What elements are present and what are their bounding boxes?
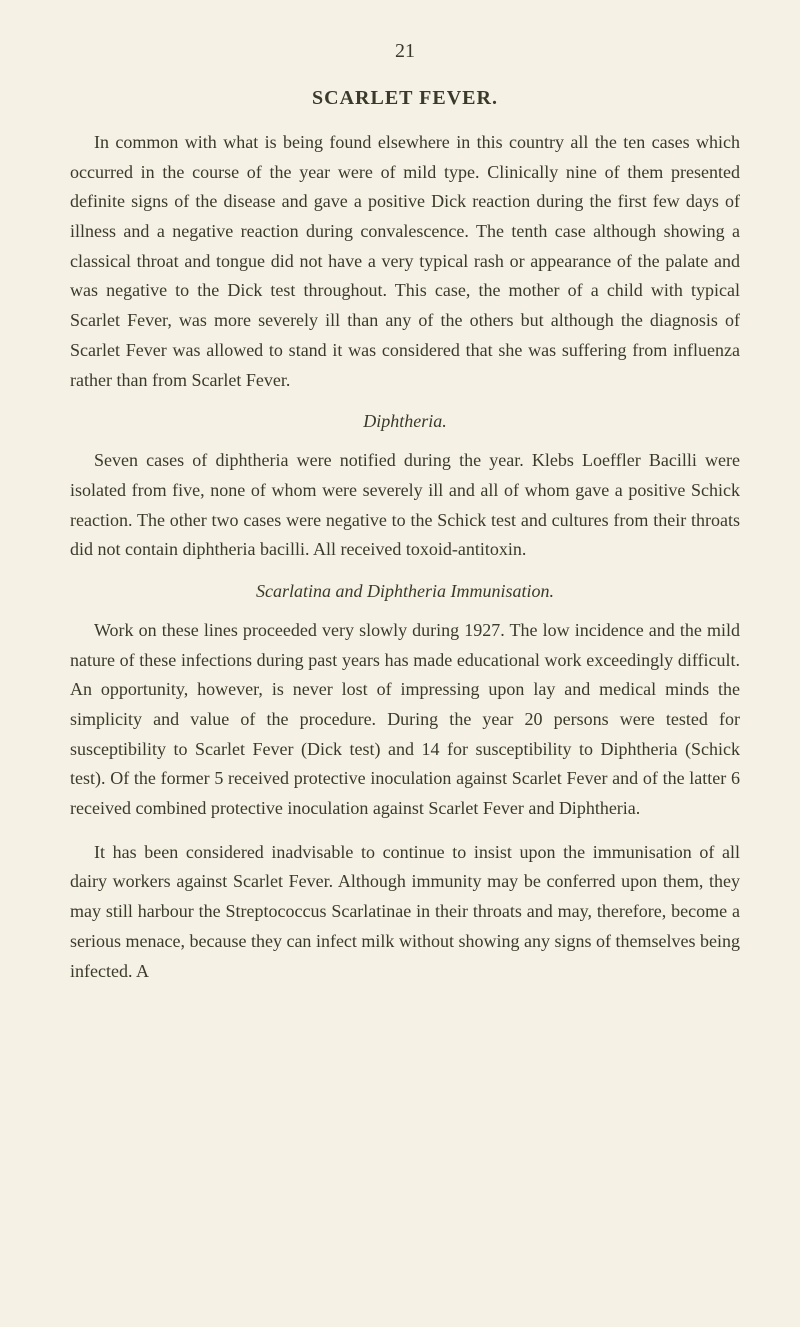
paragraph: Seven cases of diphtheria were notified …: [70, 446, 740, 565]
paragraph: Work on these lines proceeded very slowl…: [70, 616, 740, 824]
subtitle: Scarlatina and Diphtheria Immunisation.: [70, 581, 740, 602]
paragraph: It has been considered inadvisable to co…: [70, 838, 740, 986]
page-number: 21: [70, 40, 740, 63]
subtitle: Diphtheria.: [70, 411, 740, 432]
main-title: SCARLET FEVER.: [70, 87, 740, 110]
document-page: 21 SCARLET FEVER. In common with what is…: [0, 0, 800, 1040]
paragraph: In common with what is being found elsew…: [70, 128, 740, 395]
page-content: In common with what is being found elsew…: [70, 128, 740, 986]
